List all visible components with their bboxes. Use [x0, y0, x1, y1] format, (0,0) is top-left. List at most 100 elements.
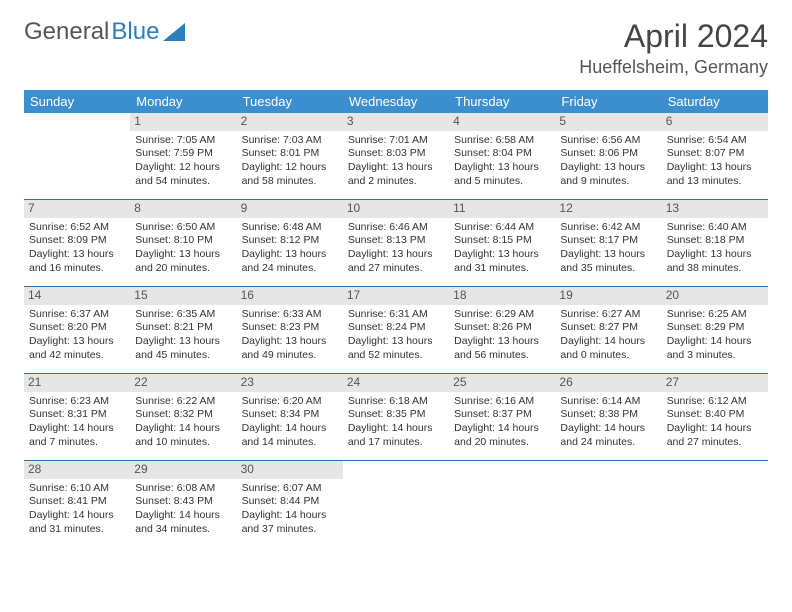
- sunrise-text: Sunrise: 6:27 AM: [560, 308, 656, 322]
- sunrise-text: Sunrise: 6:12 AM: [667, 395, 763, 409]
- day2-text: and 31 minutes.: [29, 523, 125, 537]
- day-number: 12: [555, 200, 661, 218]
- day2-text: and 5 minutes.: [454, 175, 550, 189]
- day-number: 11: [449, 200, 555, 218]
- sunset-text: Sunset: 8:34 PM: [242, 408, 338, 422]
- sunrise-text: Sunrise: 7:05 AM: [135, 134, 231, 148]
- sunset-text: Sunset: 8:23 PM: [242, 321, 338, 335]
- day1-text: Daylight: 14 hours: [242, 509, 338, 523]
- day1-text: Daylight: 14 hours: [135, 422, 231, 436]
- day1-text: Daylight: 13 hours: [348, 335, 444, 349]
- day1-text: Daylight: 12 hours: [242, 161, 338, 175]
- day-cell: 29Sunrise: 6:08 AMSunset: 8:43 PMDayligh…: [130, 461, 236, 547]
- day1-text: Daylight: 14 hours: [348, 422, 444, 436]
- page-header: GeneralBlue April 2024 Hueffelsheim, Ger…: [24, 18, 768, 78]
- day-cell: [555, 461, 661, 547]
- sunset-text: Sunset: 8:35 PM: [348, 408, 444, 422]
- day2-text: and 0 minutes.: [560, 349, 656, 363]
- day-number: 2: [237, 113, 343, 131]
- day1-text: Daylight: 14 hours: [135, 509, 231, 523]
- sunset-text: Sunset: 8:37 PM: [454, 408, 550, 422]
- dow-header-row: Sunday Monday Tuesday Wednesday Thursday…: [24, 90, 768, 113]
- day-number: 5: [555, 113, 661, 131]
- day2-text: and 2 minutes.: [348, 175, 444, 189]
- sunset-text: Sunset: 8:09 PM: [29, 234, 125, 248]
- dow-cell: Monday: [130, 90, 236, 113]
- day-cell: 22Sunrise: 6:22 AMSunset: 8:32 PMDayligh…: [130, 374, 236, 460]
- day1-text: Daylight: 13 hours: [454, 335, 550, 349]
- day-number: 20: [662, 287, 768, 305]
- day-number: 18: [449, 287, 555, 305]
- day-number: 30: [237, 461, 343, 479]
- sunrise-text: Sunrise: 6:25 AM: [667, 308, 763, 322]
- sunrise-text: Sunrise: 6:42 AM: [560, 221, 656, 235]
- day-cell: 13Sunrise: 6:40 AMSunset: 8:18 PMDayligh…: [662, 200, 768, 286]
- day-number: 21: [24, 374, 130, 392]
- day-cell: 6Sunrise: 6:54 AMSunset: 8:07 PMDaylight…: [662, 113, 768, 199]
- day-number: 27: [662, 374, 768, 392]
- day-cell: 19 Sunrise: 6:27 AMSunset: 8:27 PMDayligh…: [555, 287, 661, 373]
- sunrise-text: Sunrise: 6:56 AM: [560, 134, 656, 148]
- sunset-text: Sunset: 8:41 PM: [29, 495, 125, 509]
- day1-text: Daylight: 13 hours: [560, 248, 656, 262]
- day-number: 7: [24, 200, 130, 218]
- day-number: 3: [343, 113, 449, 131]
- day1-text: Daylight: 14 hours: [560, 335, 656, 349]
- day-cell: 21Sunrise: 6:23 AMSunset: 8:31 PMDayligh…: [24, 374, 130, 460]
- day-cell: 4Sunrise: 6:58 AMSunset: 8:04 PMDaylight…: [449, 113, 555, 199]
- sunset-text: Sunset: 8:04 PM: [454, 147, 550, 161]
- sunset-text: Sunset: 8:13 PM: [348, 234, 444, 248]
- sunrise-text: Sunrise: 6:22 AM: [135, 395, 231, 409]
- logo-text-1: General: [24, 18, 109, 46]
- day-number: 25: [449, 374, 555, 392]
- sunset-text: Sunset: 8:31 PM: [29, 408, 125, 422]
- sunrise-text: Sunrise: 6:29 AM: [454, 308, 550, 322]
- day-number: 29: [130, 461, 236, 479]
- calendar: Sunday Monday Tuesday Wednesday Thursday…: [24, 90, 768, 547]
- day-cell: 1Sunrise: 7:05 AMSunset: 7:59 PMDaylight…: [130, 113, 236, 199]
- day-cell: [662, 461, 768, 547]
- day-number: 6: [662, 113, 768, 131]
- sunrise-text: Sunrise: 6:07 AM: [242, 482, 338, 496]
- day2-text: and 37 minutes.: [242, 523, 338, 537]
- dow-cell: Sunday: [24, 90, 130, 113]
- sunset-text: Sunset: 8:18 PM: [667, 234, 763, 248]
- sunset-text: Sunset: 8:20 PM: [29, 321, 125, 335]
- week-row: 21Sunrise: 6:23 AMSunset: 8:31 PMDayligh…: [24, 374, 768, 461]
- day-cell: 11Sunrise: 6:44 AMSunset: 8:15 PMDayligh…: [449, 200, 555, 286]
- sunset-text: Sunset: 8:27 PM: [560, 321, 656, 335]
- month-title: April 2024: [579, 18, 768, 55]
- logo: GeneralBlue: [24, 18, 185, 46]
- day-number: 23: [237, 374, 343, 392]
- day-number: 9: [237, 200, 343, 218]
- sunset-text: Sunset: 8:10 PM: [135, 234, 231, 248]
- day-number: 4: [449, 113, 555, 131]
- sunset-text: Sunset: 8:32 PM: [135, 408, 231, 422]
- sunrise-text: Sunrise: 6:08 AM: [135, 482, 231, 496]
- day2-text: and 24 minutes.: [242, 262, 338, 276]
- sunrise-text: Sunrise: 6:54 AM: [667, 134, 763, 148]
- sunrise-text: Sunrise: 6:52 AM: [29, 221, 125, 235]
- day1-text: Daylight: 14 hours: [560, 422, 656, 436]
- sunset-text: Sunset: 8:40 PM: [667, 408, 763, 422]
- day1-text: Daylight: 14 hours: [29, 422, 125, 436]
- sunrise-text: Sunrise: 6:16 AM: [454, 395, 550, 409]
- day-number: 14: [24, 287, 130, 305]
- day-cell: 9Sunrise: 6:48 AMSunset: 8:12 PMDaylight…: [237, 200, 343, 286]
- day2-text: and 38 minutes.: [667, 262, 763, 276]
- day2-text: and 13 minutes.: [667, 175, 763, 189]
- day2-text: and 42 minutes.: [29, 349, 125, 363]
- sunrise-text: Sunrise: 6:10 AM: [29, 482, 125, 496]
- day-cell: 28Sunrise: 6:10 AMSunset: 8:41 PMDayligh…: [24, 461, 130, 547]
- day2-text: and 20 minutes.: [135, 262, 231, 276]
- day1-text: Daylight: 13 hours: [348, 161, 444, 175]
- sunset-text: Sunset: 8:24 PM: [348, 321, 444, 335]
- dow-cell: Friday: [555, 90, 661, 113]
- week-row: 14 Sunrise: 6:37 AMSunset: 8:20 PM Dayligh…: [24, 287, 768, 374]
- day1-text: Daylight: 13 hours: [667, 161, 763, 175]
- sunrise-text: Sunrise: 6:37 AM: [29, 308, 125, 322]
- sunrise-text: Sunrise: 6:50 AM: [135, 221, 231, 235]
- day-number: 19: [555, 287, 661, 305]
- day1-text: Daylight: 13 hours: [135, 248, 231, 262]
- day-cell: 25Sunrise: 6:16 AMSunset: 8:37 PMDayligh…: [449, 374, 555, 460]
